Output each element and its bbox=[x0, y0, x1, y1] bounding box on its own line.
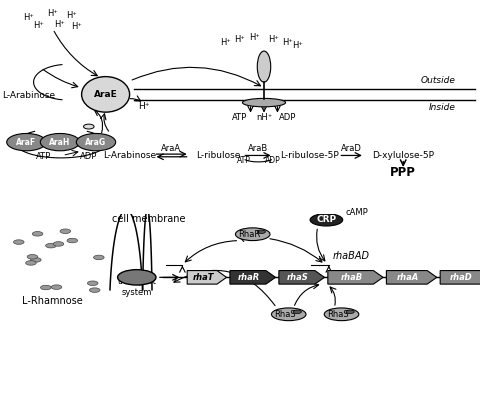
Text: H⁺: H⁺ bbox=[24, 13, 34, 22]
Text: AraH: AraH bbox=[49, 137, 71, 147]
Ellipse shape bbox=[40, 285, 51, 290]
Ellipse shape bbox=[40, 134, 80, 151]
Ellipse shape bbox=[46, 243, 56, 248]
Ellipse shape bbox=[271, 308, 306, 321]
Polygon shape bbox=[187, 271, 227, 284]
Ellipse shape bbox=[242, 98, 286, 107]
Text: ATP: ATP bbox=[36, 152, 51, 161]
Text: rhaT: rhaT bbox=[192, 273, 214, 282]
Text: H⁺: H⁺ bbox=[55, 20, 65, 29]
Text: nH⁺: nH⁺ bbox=[256, 114, 272, 122]
Text: AraD: AraD bbox=[341, 144, 362, 153]
Ellipse shape bbox=[235, 228, 270, 241]
Polygon shape bbox=[230, 271, 276, 284]
Ellipse shape bbox=[82, 77, 130, 112]
Text: H⁺: H⁺ bbox=[48, 9, 58, 18]
Ellipse shape bbox=[13, 240, 24, 244]
Ellipse shape bbox=[27, 254, 38, 259]
Text: rhaBAD: rhaBAD bbox=[332, 251, 369, 261]
Text: Outside: Outside bbox=[421, 77, 456, 85]
Text: AraA: AraA bbox=[161, 144, 181, 153]
Text: AraG: AraG bbox=[85, 137, 107, 147]
Text: rhaS: rhaS bbox=[287, 273, 309, 282]
Text: AraF: AraF bbox=[16, 137, 36, 147]
Ellipse shape bbox=[293, 310, 301, 313]
Ellipse shape bbox=[31, 258, 41, 262]
Text: AraE: AraE bbox=[94, 90, 118, 99]
Text: cAMP: cAMP bbox=[346, 208, 368, 217]
Ellipse shape bbox=[25, 261, 36, 265]
Text: H⁺: H⁺ bbox=[220, 38, 231, 47]
Text: L-Rhamnose: L-Rhamnose bbox=[23, 296, 83, 306]
Polygon shape bbox=[279, 271, 324, 284]
Text: H⁺: H⁺ bbox=[67, 11, 77, 20]
Ellipse shape bbox=[310, 214, 343, 226]
Ellipse shape bbox=[118, 270, 156, 285]
Text: rhaD: rhaD bbox=[450, 273, 473, 282]
Text: L-Arabinose: L-Arabinose bbox=[2, 91, 56, 100]
Text: L-ribulose-5P: L-ribulose-5P bbox=[280, 151, 339, 160]
Text: Inside: Inside bbox=[429, 103, 456, 112]
Text: cell membrane: cell membrane bbox=[112, 214, 186, 224]
Ellipse shape bbox=[76, 134, 116, 151]
Text: CRP: CRP bbox=[316, 215, 336, 224]
Ellipse shape bbox=[67, 238, 78, 243]
Text: ATP: ATP bbox=[232, 114, 248, 122]
Ellipse shape bbox=[7, 134, 46, 151]
Text: rhaA: rhaA bbox=[396, 273, 419, 282]
Text: RhaR: RhaR bbox=[238, 230, 261, 239]
Ellipse shape bbox=[324, 308, 359, 321]
Text: ADP: ADP bbox=[265, 155, 280, 165]
Polygon shape bbox=[440, 271, 480, 284]
Ellipse shape bbox=[84, 124, 94, 129]
Text: rhaB: rhaB bbox=[340, 273, 363, 282]
Text: ATP: ATP bbox=[237, 155, 251, 165]
Ellipse shape bbox=[51, 285, 62, 290]
Text: H⁺: H⁺ bbox=[249, 33, 260, 42]
Ellipse shape bbox=[60, 229, 71, 233]
Polygon shape bbox=[386, 271, 437, 284]
Ellipse shape bbox=[32, 232, 43, 236]
Ellipse shape bbox=[87, 281, 98, 285]
Ellipse shape bbox=[257, 230, 265, 233]
Text: RhaS: RhaS bbox=[327, 310, 349, 319]
Text: L-Arabinose: L-Arabinose bbox=[103, 151, 156, 160]
Text: PPP: PPP bbox=[390, 166, 416, 179]
Ellipse shape bbox=[89, 288, 100, 292]
Text: RhaS: RhaS bbox=[275, 310, 296, 319]
Text: D-xylulose-5P: D-xylulose-5P bbox=[372, 151, 434, 160]
Text: AraB: AraB bbox=[248, 144, 268, 153]
Text: H⁺: H⁺ bbox=[235, 36, 245, 44]
Polygon shape bbox=[328, 271, 383, 284]
Text: H⁺: H⁺ bbox=[138, 102, 150, 111]
Ellipse shape bbox=[53, 242, 64, 246]
Text: transport
system: transport system bbox=[118, 277, 156, 297]
Text: H⁺: H⁺ bbox=[283, 38, 293, 47]
Text: H⁺: H⁺ bbox=[72, 22, 82, 31]
Text: H⁺: H⁺ bbox=[33, 21, 44, 30]
Text: H⁺: H⁺ bbox=[268, 36, 279, 44]
Text: rhaR: rhaR bbox=[238, 273, 260, 282]
Ellipse shape bbox=[346, 310, 354, 313]
Text: ADP: ADP bbox=[80, 152, 97, 161]
Text: H⁺: H⁺ bbox=[292, 41, 303, 50]
Text: L-ribulose: L-ribulose bbox=[196, 151, 240, 160]
Text: ADP: ADP bbox=[279, 114, 297, 122]
Ellipse shape bbox=[257, 51, 271, 82]
Ellipse shape bbox=[94, 255, 104, 260]
